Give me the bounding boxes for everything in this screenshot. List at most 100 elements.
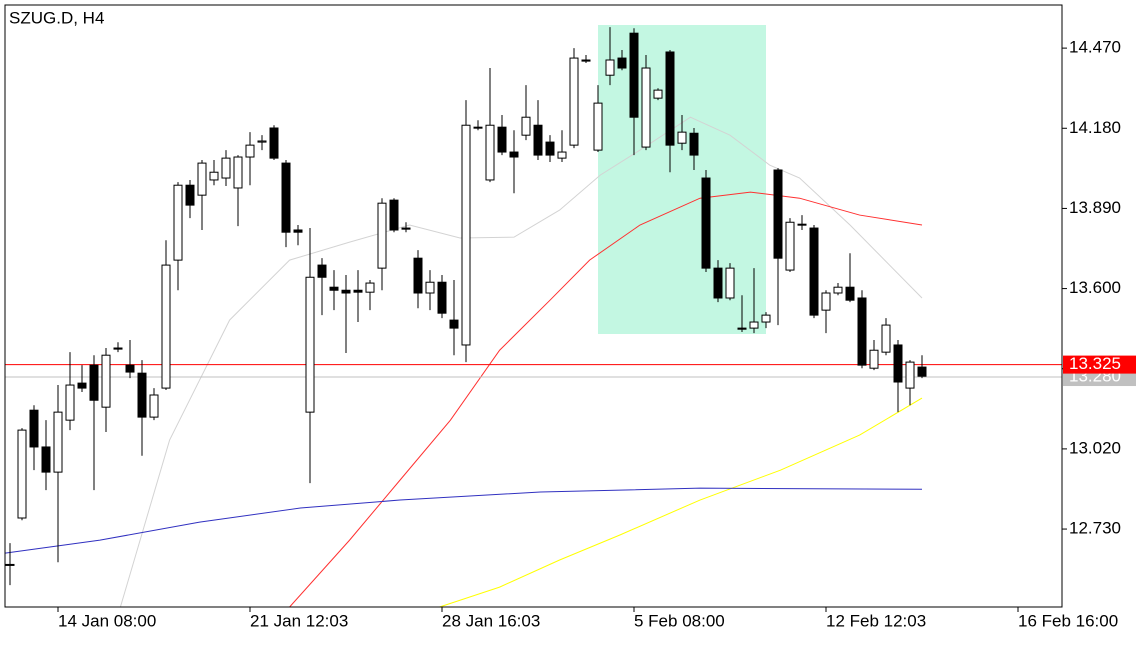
candle-body <box>521 116 531 136</box>
y-tick-label: 13.600 <box>1069 278 1121 297</box>
candle-body <box>881 324 891 353</box>
y-tick-label: 13.020 <box>1069 438 1121 457</box>
candle-body <box>629 32 639 118</box>
candle-body <box>869 349 879 369</box>
candle-body <box>245 144 255 158</box>
candle-body <box>113 347 123 350</box>
plot-frame <box>4 4 1063 608</box>
candle-body <box>89 364 99 401</box>
candle-body <box>41 446 51 473</box>
y-tick-label: 14.180 <box>1069 118 1121 137</box>
y-tick-label: 13.890 <box>1069 198 1121 217</box>
candle-body <box>173 184 183 261</box>
x-tick-label: 28 Jan 16:03 <box>442 611 540 630</box>
candle-body <box>545 141 555 156</box>
candle-body <box>737 327 747 330</box>
candle-body <box>77 382 87 389</box>
axes: 12.73013.02013.31013.60013.89014.18014.4… <box>57 38 1136 630</box>
price-label: 13.325 <box>1069 354 1121 373</box>
candle-body <box>53 411 63 473</box>
candle-body <box>125 364 135 373</box>
x-tick-label: 21 Jan 12:03 <box>250 611 348 630</box>
candle-body <box>233 156 243 189</box>
x-tick-label: 5 Feb 08:00 <box>634 611 725 630</box>
candle-body <box>893 344 903 383</box>
candle-body <box>905 361 915 389</box>
candle-body <box>689 132 699 156</box>
candle-body <box>341 289 351 294</box>
candle-body <box>305 276 315 413</box>
candle-body <box>221 157 231 179</box>
candle-body <box>197 162 207 196</box>
candle-body <box>293 229 303 233</box>
candle-body <box>713 267 723 299</box>
candle-body <box>401 227 411 230</box>
candle-body <box>185 184 195 206</box>
candle-body <box>773 169 783 259</box>
candle-body <box>845 286 855 301</box>
candle-body <box>785 221 795 271</box>
candle-body <box>29 409 39 448</box>
candles <box>5 27 927 586</box>
candle-body <box>425 281 435 294</box>
candle-body <box>485 124 495 181</box>
candle-body <box>413 257 423 294</box>
candle-body <box>749 321 759 329</box>
overlays <box>5 116 1062 607</box>
moving-average <box>119 116 923 607</box>
candle-body <box>581 59 591 62</box>
x-tick-label: 16 Feb 16:00 <box>1018 611 1118 630</box>
candle-body <box>461 124 471 346</box>
candle-body <box>161 264 171 389</box>
price-label-box <box>1063 355 1136 374</box>
candle-body <box>353 289 363 293</box>
candle-body <box>653 89 663 99</box>
candle-body <box>557 151 567 159</box>
candle-body <box>101 354 111 408</box>
x-tick-label: 12 Feb 12:03 <box>826 611 926 630</box>
candle-body <box>665 51 675 146</box>
candle-body <box>725 267 735 299</box>
candle-body <box>449 319 459 329</box>
candle-body <box>437 281 447 314</box>
x-tick-label: 14 Jan 08:00 <box>58 611 156 630</box>
chart-title: SZUG.D, H4 <box>9 8 104 27</box>
candle-body <box>329 286 339 291</box>
candle-body <box>269 127 279 159</box>
candle-body <box>137 372 147 418</box>
candle-body <box>209 171 219 181</box>
moving-average <box>289 191 923 607</box>
y-tick-label: 12.730 <box>1069 519 1121 538</box>
candle-body <box>149 394 159 418</box>
candle-body <box>701 177 711 269</box>
candle-body <box>65 384 75 421</box>
candle-body <box>809 227 819 316</box>
candle-body <box>389 199 399 231</box>
candle-body <box>797 223 807 226</box>
candle-body <box>677 131 687 144</box>
candle-body <box>317 264 327 278</box>
candle-body <box>605 59 615 76</box>
candle-body <box>257 140 267 143</box>
candle-body <box>569 57 579 146</box>
candle-body <box>833 286 843 294</box>
highlight-zone <box>598 25 766 334</box>
y-tick-label: 14.470 <box>1069 38 1121 57</box>
candle-body <box>473 126 483 129</box>
candle-body <box>917 366 927 377</box>
candle-body <box>365 282 375 293</box>
candle-body <box>857 297 867 366</box>
candle-body <box>617 57 627 69</box>
candle-body <box>17 429 27 519</box>
candle-body <box>533 124 543 156</box>
candle-body <box>5 563 15 566</box>
moving-average <box>5 487 923 554</box>
candle-body <box>497 126 507 153</box>
candle-body <box>377 202 387 269</box>
candle-body <box>509 151 519 158</box>
candle-body <box>761 314 771 323</box>
candle-body <box>641 67 651 148</box>
